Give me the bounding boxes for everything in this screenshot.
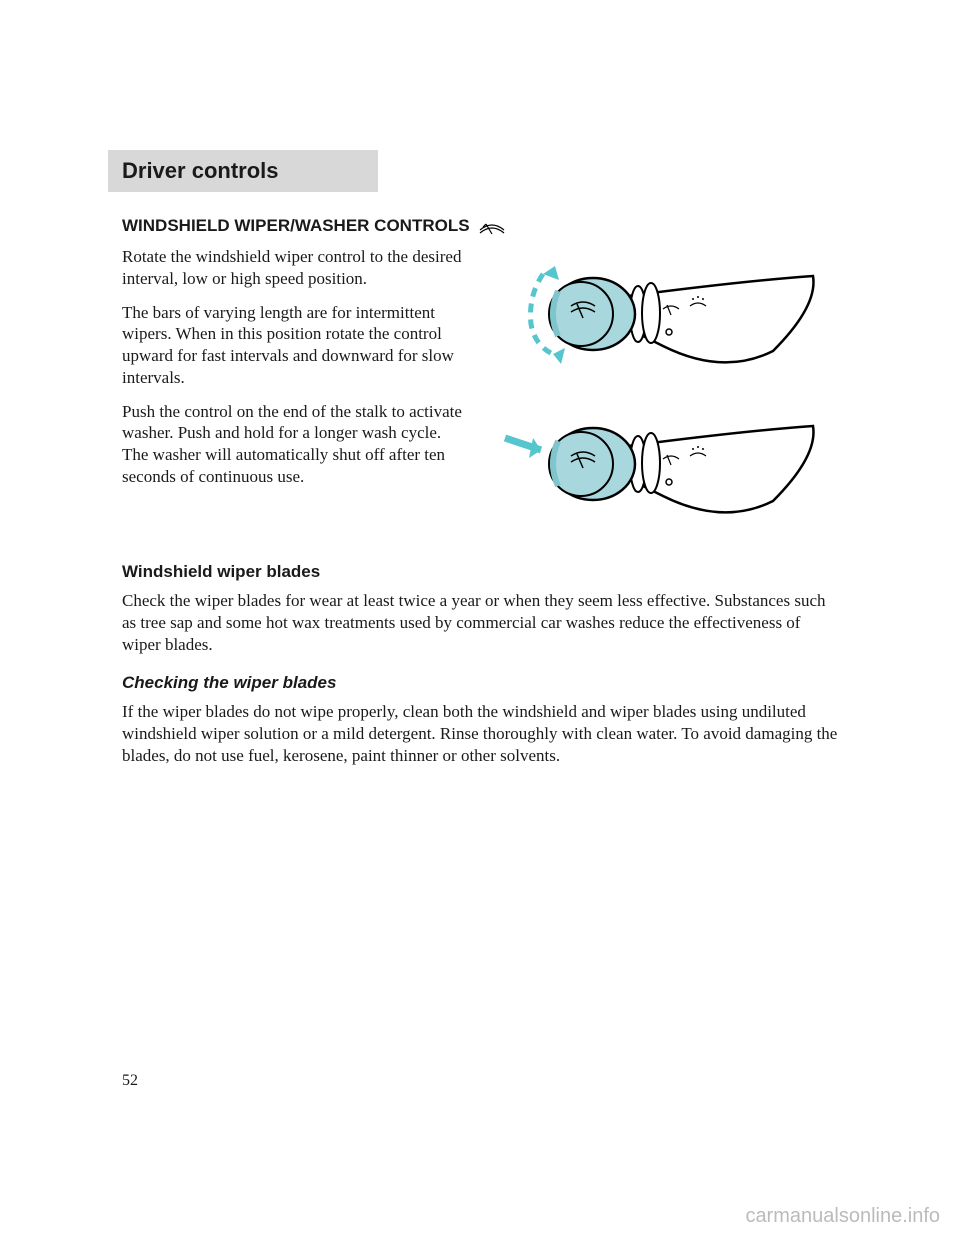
watermark: carmanualsonline.info [745,1205,940,1228]
page-number: 52 [122,1072,138,1090]
paragraph-checking: If the wiper blades do not wipe properly… [122,701,838,766]
wiper-stalk-push-diagram [493,396,823,536]
text-column: Rotate the windshield wiper control to t… [122,246,467,500]
main-heading-row: WINDSHIELD WIPER/WASHER CONTROLS [122,216,838,236]
paragraph-3: Push the control on the end of the stalk… [122,401,467,488]
wiper-stalk-rotate-diagram [493,246,823,386]
paragraph-blades: Check the wiper blades for wear at least… [122,590,838,655]
paragraph-2: The bars of varying length are for inter… [122,302,467,389]
subheading-blades: Windshield wiper blades [122,562,838,582]
main-heading: WINDSHIELD WIPER/WASHER CONTROLS [122,216,470,236]
image-column [477,246,838,536]
section-title: Driver controls [122,158,364,184]
content-row: Rotate the windshield wiper control to t… [122,246,838,536]
section-header: Driver controls [108,150,378,192]
wiper-icon [478,216,506,236]
subheading-checking: Checking the wiper blades [122,673,838,693]
paragraph-1: Rotate the windshield wiper control to t… [122,246,467,290]
